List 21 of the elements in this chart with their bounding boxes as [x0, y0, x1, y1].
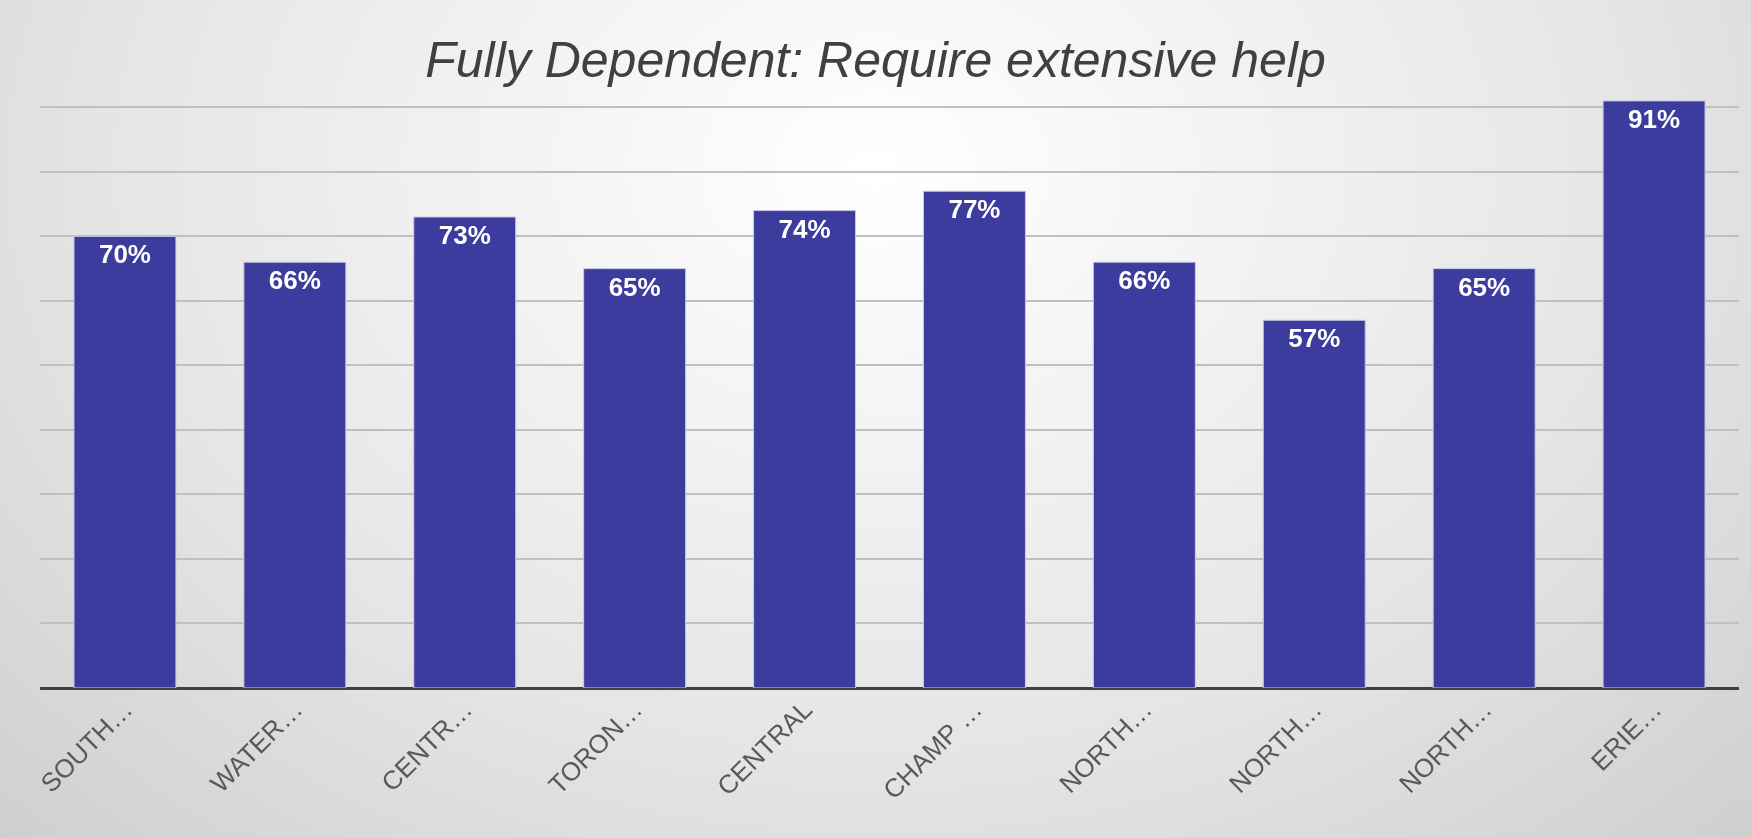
data-label: 65% — [608, 271, 661, 302]
bar — [73, 235, 177, 688]
data-label: 77% — [948, 194, 1001, 225]
bar — [1262, 319, 1366, 688]
bar — [583, 268, 687, 688]
bar — [243, 261, 347, 688]
bar — [1432, 268, 1536, 688]
data-label: 74% — [778, 213, 831, 244]
bar — [1602, 100, 1706, 688]
bar — [922, 190, 1026, 688]
bar — [1092, 261, 1196, 688]
bar — [753, 210, 857, 688]
data-label: 57% — [1288, 323, 1341, 354]
data-label: 66% — [268, 265, 321, 296]
chart-title: Fully Dependent: Require extensive help — [425, 31, 1326, 88]
data-label: 70% — [98, 239, 151, 270]
data-label: 91% — [1628, 103, 1681, 134]
data-label: 66% — [1118, 265, 1171, 296]
bar — [413, 216, 517, 688]
data-label: 65% — [1458, 271, 1511, 302]
data-label: 73% — [438, 220, 491, 251]
